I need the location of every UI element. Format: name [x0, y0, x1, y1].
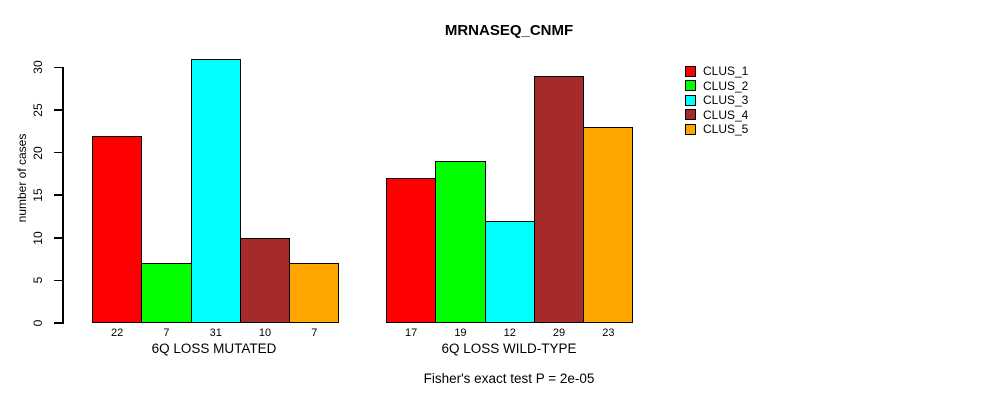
bar-value-label: 7: [311, 327, 318, 339]
legend-swatch-icon: [685, 123, 696, 135]
y-tick-mark: [54, 66, 62, 69]
legend-item-clus_2: CLUS_2: [685, 79, 748, 94]
bar-clus_3-group1: [190, 58, 241, 323]
bar-clus_5-group1: [289, 263, 340, 323]
bar-value-label: 22: [111, 327, 124, 339]
chart-title: MRNASEQ_CNMF: [444, 22, 574, 39]
y-tick-mark: [54, 151, 62, 154]
bar-clus_3-group2: [484, 220, 535, 323]
y-tick-label: 30: [31, 60, 45, 75]
bar-clus_4-group1: [239, 237, 291, 323]
y-tick-label: 5: [31, 277, 45, 284]
y-tick-label: 10: [31, 231, 45, 245]
legend-label: CLUS_1: [703, 64, 749, 79]
y-tick-mark: [54, 279, 62, 282]
y-tick-label: 20: [31, 145, 45, 160]
bar-clus_2-group2: [435, 161, 486, 323]
bar-clus_4-group2: [533, 75, 585, 323]
legend-swatch-icon: [685, 109, 696, 121]
legend-label: CLUS_5: [703, 122, 749, 137]
y-tick-label: 0: [31, 319, 45, 327]
y-axis-label: number of cases: [15, 133, 29, 223]
legend-item-clus_1: CLUS_1: [685, 64, 748, 79]
bar-value-label: 29: [552, 327, 566, 339]
group-label-6q-loss-wild-type: 6Q LOSS WILD-TYPE: [441, 341, 577, 356]
bar-value-label: 10: [258, 327, 272, 339]
legend-swatch-icon: [685, 94, 696, 106]
y-tick-label: 25: [31, 103, 45, 117]
bar-clus_1-group2: [386, 178, 437, 323]
y-tick-mark: [54, 109, 62, 111]
caption-fishers-test: Fisher's exact test P = 2e-05: [423, 371, 595, 386]
y-axis-line: [62, 67, 64, 324]
legend-swatch-icon: [685, 65, 696, 77]
legend-label: CLUS_3: [703, 93, 749, 108]
bar-clus_2-group1: [141, 263, 192, 323]
bar-value-label: 12: [503, 327, 516, 339]
bar-clus_5-group2: [583, 127, 634, 323]
group-label-6q-loss-mutated: 6Q LOSS MUTATED: [151, 341, 277, 356]
bar-value-label: 31: [209, 327, 222, 339]
bar-value-label: 17: [405, 327, 418, 339]
legend-label: CLUS_2: [703, 78, 749, 93]
legend-item-clus_4: CLUS_4: [685, 108, 748, 123]
bar-value-label: 23: [602, 327, 615, 339]
legend-item-clus_3: CLUS_3: [685, 93, 748, 108]
legend-swatch-icon: [685, 80, 696, 92]
legend-label: CLUS_4: [703, 107, 749, 122]
y-tick-mark: [54, 237, 62, 239]
bar-value-label: 7: [163, 327, 170, 339]
y-tick-mark: [54, 322, 62, 324]
legend: CLUS_1 CLUS_2 CLUS_3 CLUS_4 CLUS_5: [685, 64, 748, 137]
bar-value-label: 19: [454, 327, 467, 339]
y-tick-label: 15: [31, 188, 45, 202]
bar-clus_1-group1: [92, 135, 143, 323]
legend-item-clus_5: CLUS_5: [685, 122, 748, 137]
y-tick-mark: [54, 194, 62, 196]
